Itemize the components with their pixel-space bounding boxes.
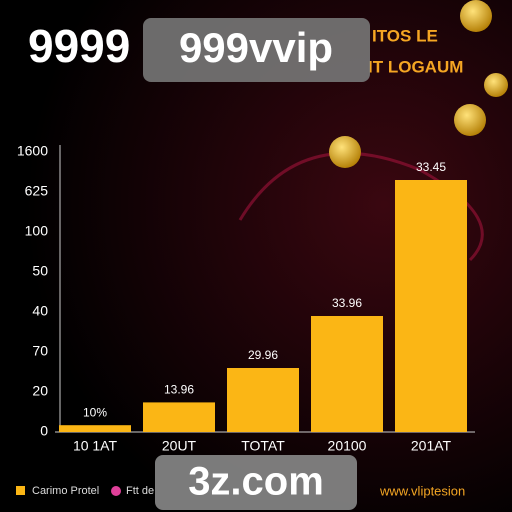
y-tick-label: 1600: [17, 143, 48, 159]
legend-label: Ftt de: [126, 485, 154, 497]
legend-swatch: [16, 486, 25, 495]
watermark-box: [155, 455, 357, 510]
y-tick-label: 50: [32, 263, 48, 279]
plot: 0 20 70 40 50 100 625 1600 10% 13.96 29.96 33.96 33.…: [17, 143, 475, 454]
x-tick-label: 20UT: [162, 438, 197, 454]
bar: [395, 180, 467, 432]
y-tick-label: 0: [40, 423, 48, 439]
subtitle: IT LOGAUM: [368, 57, 463, 76]
footer: www.vliptesion: [379, 483, 465, 498]
watermark: 3z.com: [188, 460, 324, 504]
coin: [454, 104, 486, 136]
y-tick-label: 100: [25, 223, 49, 239]
legend-label: Carimo Protel: [32, 485, 99, 497]
x-tick-label: 10 1AT: [73, 438, 118, 454]
bar-annotation: 13.96: [164, 383, 194, 397]
coin: [329, 136, 361, 168]
y-tick-label: 625: [25, 183, 49, 199]
bar: [59, 425, 131, 432]
watermark-box: [143, 18, 370, 82]
x-tick-label: TOTAT: [241, 438, 285, 454]
bar-annotation: 33.45: [416, 160, 446, 174]
chart-title: 9999: [28, 20, 130, 72]
bar-annotation: 33.96: [332, 296, 362, 310]
x-tick-label: 20100: [328, 438, 367, 454]
x-tick-label: 201AT: [411, 438, 452, 454]
bar-annotation: 29.96: [248, 348, 278, 362]
y-tick-label: 70: [32, 343, 48, 359]
y-tick-label: 40: [32, 303, 48, 319]
coin: [484, 73, 508, 97]
bar: [143, 402, 215, 432]
decor-swoosh: [238, 151, 484, 262]
y-tick-label: 20: [32, 383, 48, 399]
watermark: 999vvip: [179, 24, 333, 71]
coin: [460, 0, 492, 32]
bar: [227, 368, 299, 432]
legend-swatch: [111, 486, 121, 496]
bar-annotation: 10%: [83, 405, 107, 419]
bar: [311, 316, 383, 432]
subtitle: ITOS LE: [372, 26, 438, 45]
